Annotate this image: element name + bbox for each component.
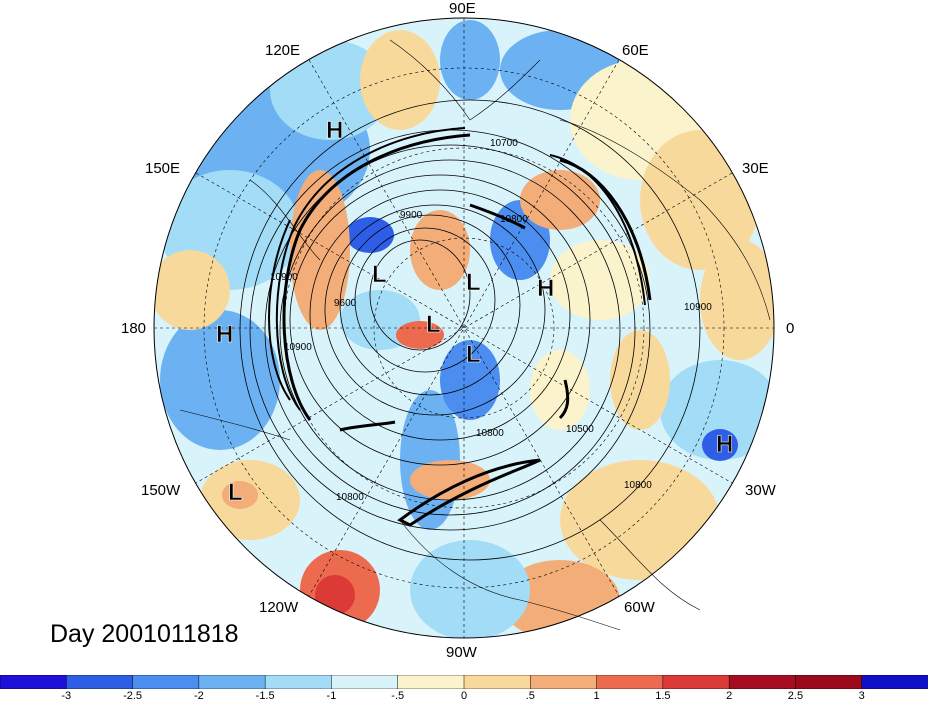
contour-label: 10800 — [624, 480, 652, 491]
colorbar-swatch — [795, 675, 863, 689]
colorbar-swatch — [728, 675, 797, 689]
colorbar-tick-label: 1 — [593, 690, 600, 702]
colorbar-swatch — [861, 675, 928, 689]
colorbar-tick-label: 3 — [858, 690, 865, 702]
contour-label: 10900 — [684, 302, 712, 313]
colorbar-tick-label: -2.5 — [123, 690, 143, 702]
pressure-low: L — [466, 269, 481, 296]
jet-contours — [268, 127, 652, 527]
colorbar-tick-label: 2 — [726, 690, 733, 702]
colorbar-tick-label: 0 — [460, 690, 468, 702]
colorbar-swatch — [0, 675, 68, 689]
graticule — [154, 18, 774, 638]
colorbar-tick-label: -.5 — [391, 690, 405, 702]
colorbar-tick-label: .5 — [525, 690, 535, 702]
coastlines — [179, 39, 771, 631]
lon-label-30e: 30E — [742, 160, 769, 177]
contour-label: 10700 — [490, 138, 518, 149]
contour-label: 10800 — [476, 428, 504, 439]
colorbar-swatch — [596, 675, 664, 689]
colorbar-swatch — [198, 675, 266, 689]
pressure-high: H — [326, 117, 343, 144]
colorbar-swatch — [132, 675, 200, 689]
lon-label-30w: 30W — [745, 482, 776, 499]
colorbar-tick-label: -1.5 — [255, 690, 275, 702]
pressure-high: H — [716, 431, 733, 458]
pressure-low: L — [426, 311, 441, 338]
pressure-low: L — [228, 479, 243, 506]
map-border — [153, 17, 775, 639]
lon-label-180: 180 — [121, 320, 147, 337]
colorbar — [0, 675, 928, 689]
colorbar-tick-label: -2 — [193, 690, 204, 702]
pressure-high: H — [216, 321, 233, 348]
contour-label: 10500 — [566, 424, 594, 435]
height-contours — [239, 99, 701, 561]
colorbar-swatch — [463, 675, 532, 689]
pressure-low: L — [466, 341, 481, 368]
colorbar-tick-label: -1 — [326, 690, 337, 702]
pressure-high: H — [537, 275, 554, 302]
lon-label-120e: 120E — [265, 42, 301, 59]
contour-label: 10900 — [284, 342, 312, 353]
contour-label: 9600 — [334, 298, 357, 309]
contour-labels: 10700 9900 10800 9600 10900 10500 10800 … — [270, 138, 712, 503]
contour-label: 10800 — [500, 214, 528, 225]
pressure-center-markers: H H H H L L L L L — [216, 117, 734, 507]
contour-label: 10900 — [270, 272, 298, 283]
lon-label-60e: 60E — [622, 42, 649, 59]
contour-label: 10800 — [336, 492, 364, 503]
lon-label-150e: 150E — [145, 160, 181, 177]
colorbar-swatch — [397, 675, 465, 689]
colorbar-tick-label: -3 — [61, 690, 72, 702]
pressure-low: L — [372, 261, 387, 288]
contour-label: 9900 — [400, 210, 423, 221]
lon-label-60w: 60W — [624, 599, 655, 616]
date-label: Day 2001011818 — [50, 620, 239, 648]
colorbar-swatch — [66, 675, 134, 689]
lon-label-150w: 150W — [141, 482, 181, 499]
colorbar-swatch — [662, 675, 730, 689]
lon-label-90e: 90E — [449, 0, 476, 17]
lon-label-120w: 120W — [259, 599, 299, 616]
colorbar-tick-label: 1.5 — [655, 690, 671, 702]
colorbar-tick-label: 2.5 — [787, 690, 804, 702]
lon-label-0: 0 — [786, 320, 795, 337]
colorbar-swatch — [264, 675, 333, 689]
lon-label-90w: 90W — [446, 644, 477, 661]
colorbar-swatch — [530, 675, 598, 689]
colorbar-swatch — [331, 675, 399, 689]
